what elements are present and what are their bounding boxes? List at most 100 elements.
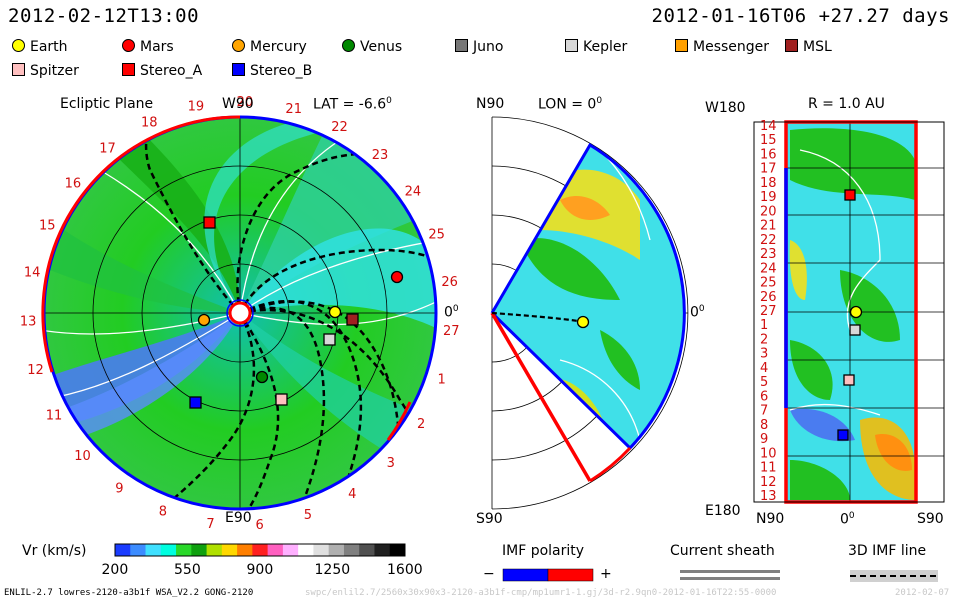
legend-label: Earth xyxy=(30,39,68,55)
colorbar-swatch xyxy=(267,544,284,556)
spitzer-legend-marker xyxy=(12,63,25,76)
sphere-rotation-label: 20 xyxy=(760,204,777,219)
colorbar-swatch xyxy=(191,544,208,556)
colorbar-tick-label: 550 xyxy=(174,562,201,578)
sphere-rotation-label: 23 xyxy=(760,247,777,262)
venus-legend-marker xyxy=(342,39,355,52)
rotation-label: 13 xyxy=(20,314,37,329)
rotation-label: 25 xyxy=(428,228,445,243)
footer-date: 2012-02-07 xyxy=(895,588,950,598)
stereo-b-legend-marker xyxy=(232,63,245,76)
legend-label: Venus xyxy=(360,39,403,55)
footer-run-path: swpc/enlil2.7/2560x30x90x3-2120-a3b1f-cm… xyxy=(305,588,777,598)
sphere-n90-label: N90 xyxy=(756,511,785,527)
rotation-label: 26 xyxy=(441,275,458,290)
vr-colorbar xyxy=(115,544,406,556)
ecliptic-zero-label: 00 xyxy=(444,304,459,321)
sphere-rotation-label: 6 xyxy=(760,389,768,404)
sphere-rotation-label: 7 xyxy=(760,404,768,419)
model-start-time: 2012-01-16T06 +27.27 days xyxy=(651,5,950,27)
imf-positive-swatch xyxy=(547,568,594,582)
rotation-label: 14 xyxy=(24,265,41,280)
colorbar-title: Vr (km/s) xyxy=(22,543,87,559)
sphere-rotation-label: 5 xyxy=(760,375,768,390)
colorbar-swatch xyxy=(160,544,177,556)
juno-legend-marker xyxy=(455,39,468,52)
sphere-s90-label: S90 xyxy=(917,511,944,527)
colorbar-swatch xyxy=(374,544,391,556)
legend-item-juno: Juno xyxy=(455,39,503,55)
colorbar-swatch xyxy=(252,544,269,556)
sphere-stereo-b-marker xyxy=(837,429,849,441)
legend-label: Mars xyxy=(140,39,174,55)
mercury-legend-marker xyxy=(232,39,245,52)
mercury-marker xyxy=(197,313,211,327)
sphere-rotation-label: 18 xyxy=(760,176,777,191)
rotation-label: 12 xyxy=(27,363,44,378)
rotation-label: 6 xyxy=(256,518,264,533)
stereo-a-marker xyxy=(203,216,216,229)
meridional-outline xyxy=(490,142,686,451)
sphere-rotation-label: 14 xyxy=(760,119,777,134)
rotation-label: 15 xyxy=(39,219,56,234)
colorbar-tick-label: 200 xyxy=(101,562,129,578)
sphere-w180-label: W180 xyxy=(705,100,746,116)
sphere-rotation-label: 19 xyxy=(760,190,777,205)
earth-marker xyxy=(328,305,342,319)
stereo-b-marker xyxy=(189,396,202,409)
meridional-earth-marker xyxy=(576,315,590,329)
sphere-panel: 1415161718192021222324252627123456789101… xyxy=(753,119,945,504)
colorbar-swatch xyxy=(282,544,299,556)
rotation-label: 10 xyxy=(74,449,91,464)
colorbar-swatch xyxy=(221,544,238,556)
sun-marker xyxy=(228,301,252,325)
meridional-n90-label: N90 xyxy=(476,96,505,112)
rotation-label: 3 xyxy=(387,456,395,471)
colorbar-tick-label: 1250 xyxy=(314,562,351,578)
legend-item-msl: MSL xyxy=(785,39,832,55)
sphere-rotation-label: 15 xyxy=(760,133,777,148)
imf3d-title: 3D IMF line xyxy=(848,543,927,559)
spitzer-marker xyxy=(275,393,288,406)
sphere-rotation-label: 8 xyxy=(760,418,768,433)
ecliptic-rotation-labels: 19 20 212223242526271234567891011121314151… xyxy=(20,95,460,533)
current-sheath-title: Current sheath xyxy=(670,543,775,559)
ecliptic-body-markers xyxy=(189,216,404,409)
ecliptic-e90-label: E90 xyxy=(225,510,252,526)
meridional-velocity-field xyxy=(492,145,685,448)
ecliptic-polarity-positive-arc-2 xyxy=(386,401,412,441)
legend-label: Juno xyxy=(473,39,504,55)
colorbar-swatch xyxy=(389,544,406,556)
colorbar-swatch xyxy=(115,544,131,556)
colorbar-tick-label: 1600 xyxy=(387,562,423,578)
current-sheath-swatch xyxy=(680,570,780,573)
rotation-label: 21 xyxy=(285,102,302,117)
sphere-rotation-label: 16 xyxy=(760,148,777,163)
rotation-label: 19 xyxy=(188,100,205,115)
sphere-rotation-label: 24 xyxy=(760,261,777,276)
meridional-s90-label: S90 xyxy=(476,511,503,527)
legend-item-stereo-b: Stereo_B xyxy=(232,63,312,79)
rotation-label: 24 xyxy=(405,184,422,199)
legend-label: Spitzer xyxy=(30,63,79,79)
rotation-label: 16 xyxy=(65,177,82,192)
mars-legend-marker xyxy=(122,39,135,52)
colorbar-swatch xyxy=(313,544,330,556)
sphere-body-markers xyxy=(837,189,863,441)
sphere-spitzer-marker xyxy=(843,374,855,386)
legend-label: Messenger xyxy=(693,39,770,55)
kepler-legend-marker xyxy=(565,39,578,52)
colorbar-swatch xyxy=(145,544,162,556)
rotation-label: 20 xyxy=(237,95,254,110)
colorbar-swatch xyxy=(176,544,192,556)
sphere-rotation-label: 9 xyxy=(760,432,768,447)
colorbar-swatch xyxy=(206,544,223,556)
imf-minus-label: − xyxy=(483,566,495,582)
legend-item-earth: Earth xyxy=(12,39,68,55)
footer-model-info: ENLIL-2.7 lowres-2120-a3b1f WSA_V2.2 GON… xyxy=(4,588,254,598)
mars-marker xyxy=(390,270,404,284)
meridional-polarity-edge xyxy=(490,312,592,482)
sphere-zero-label: 00 xyxy=(840,511,855,528)
legend-label: MSL xyxy=(803,39,832,55)
